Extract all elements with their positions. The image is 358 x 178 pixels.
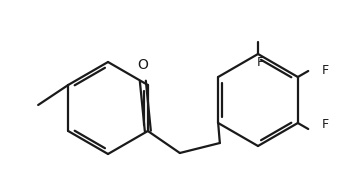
- Text: F: F: [322, 64, 329, 77]
- Text: F: F: [322, 117, 329, 130]
- Text: F: F: [256, 56, 263, 69]
- Text: O: O: [137, 58, 148, 72]
